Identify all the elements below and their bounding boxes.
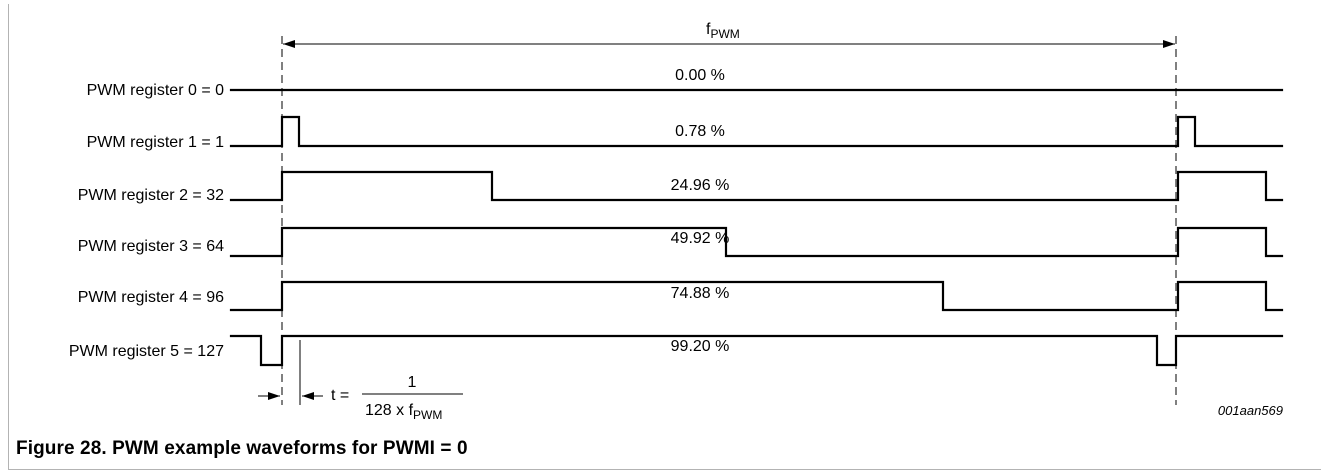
register-0-label: PWM register 0 = 0	[87, 82, 224, 99]
waveform-register-1	[229, 115, 1284, 148]
figure-id: 001aan569	[1218, 403, 1283, 418]
register-5-label: PWM register 5 = 127	[69, 343, 224, 360]
time-formula-numerator: 1	[408, 374, 417, 391]
duty-2-percent: 24.96 %	[671, 177, 730, 194]
waveform-register-2	[229, 170, 1284, 202]
figure-frame	[8, 4, 1321, 470]
duty-0-percent: 0.00 %	[675, 67, 725, 84]
register-3-label: PWM register 3 = 64	[78, 238, 224, 255]
time-formula-prefix: t =	[331, 387, 349, 404]
waveform-register-4	[229, 280, 1284, 312]
register-1-label: PWM register 1 = 1	[87, 134, 224, 151]
register-2-label: PWM register 2 = 32	[78, 187, 224, 204]
register-4-label: PWM register 4 = 96	[78, 289, 224, 306]
duty-4-percent: 74.88 %	[671, 285, 730, 302]
duty-3-percent: 49.92 %	[671, 230, 730, 247]
time-formula-denominator: 128 x fPWM	[365, 402, 442, 422]
waveform-register-5	[229, 334, 1284, 367]
waveform-register-3	[229, 226, 1284, 258]
frequency-label: fPWM	[706, 21, 740, 41]
figure-caption: Figure 28. PWM example waveforms for PWM…	[16, 438, 468, 459]
duty-1-percent: 0.78 %	[675, 123, 725, 140]
duty-5-percent: 99.20 %	[671, 338, 730, 355]
